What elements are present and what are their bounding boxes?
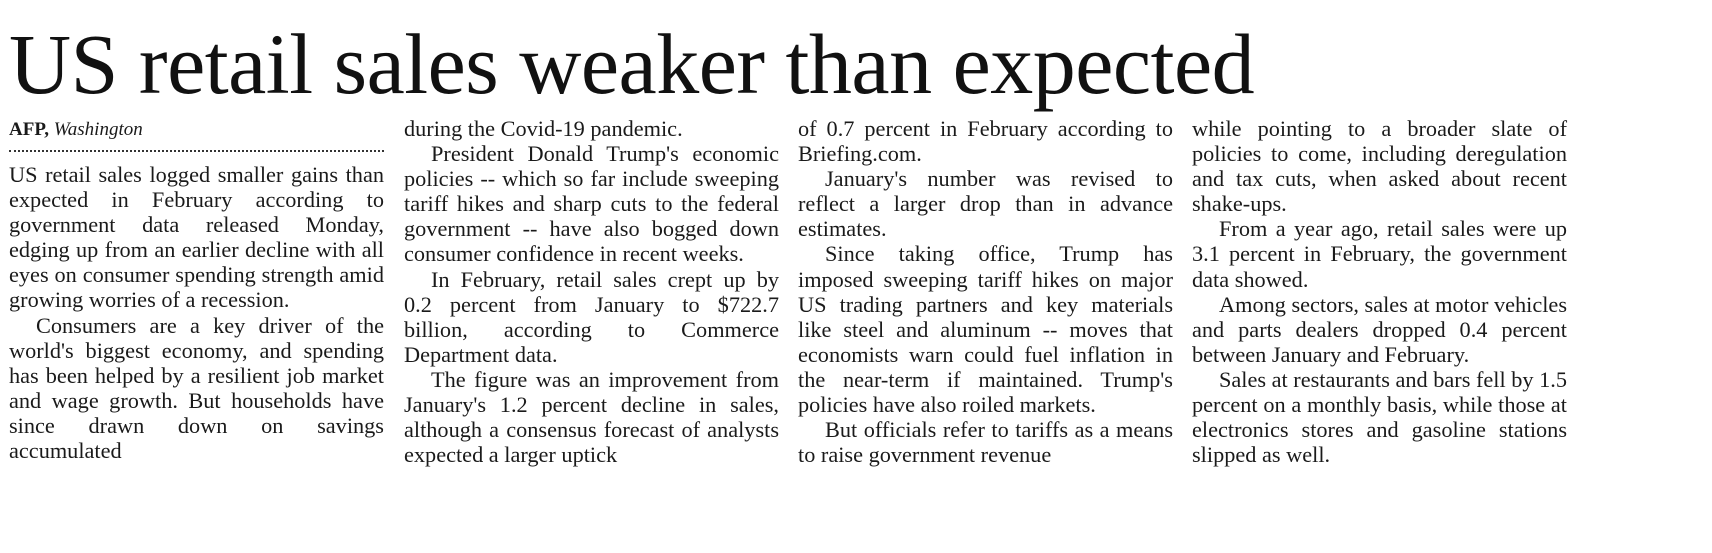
byline-agency: AFP, xyxy=(9,119,49,140)
byline-divider xyxy=(9,150,384,152)
article-column-3: of 0.7 percent in February according to … xyxy=(798,116,1173,467)
paragraph: Consumers are a key driver of the world'… xyxy=(9,312,384,464)
article-body: AFP, Washington US retail sales logged s… xyxy=(9,116,1709,546)
paragraph: during the Covid-19 pandemic. xyxy=(404,116,683,141)
article-column-4: while pointing to a broader slate of pol… xyxy=(1192,116,1567,467)
paragraph: Among sectors, sales at motor vehicles a… xyxy=(1192,291,1567,367)
paragraph: while pointing to a broader slate of pol… xyxy=(1192,116,1567,217)
article-column-2: during the Covid-19 pandemic. President … xyxy=(404,116,779,467)
paragraph: President Donald Trump's economic polici… xyxy=(404,141,779,267)
paragraph: From a year ago, retail sales were up 3.… xyxy=(1192,216,1567,292)
paragraph: Since taking office, Trump has imposed s… xyxy=(798,241,1173,418)
paragraph: The figure was an improvement from Janua… xyxy=(404,366,779,468)
paragraph: US retail sales logged smaller gains tha… xyxy=(9,162,384,313)
paragraph: of 0.7 percent in February according to … xyxy=(798,116,1173,167)
article-column-1: AFP, Washington US retail sales logged s… xyxy=(9,116,384,463)
paragraph: But officials refer to tariffs as a mean… xyxy=(798,417,1173,468)
headline: US retail sales weaker than expected xyxy=(9,16,1255,112)
paragraph: January's number was revised to reflect … xyxy=(798,166,1173,242)
byline: AFP, Washington xyxy=(9,116,384,142)
byline-place: Washington xyxy=(53,119,143,140)
paragraph: Sales at restaurants and bars fell by 1.… xyxy=(1192,366,1567,468)
paragraph: In February, retail sales crept up by 0.… xyxy=(404,266,779,367)
